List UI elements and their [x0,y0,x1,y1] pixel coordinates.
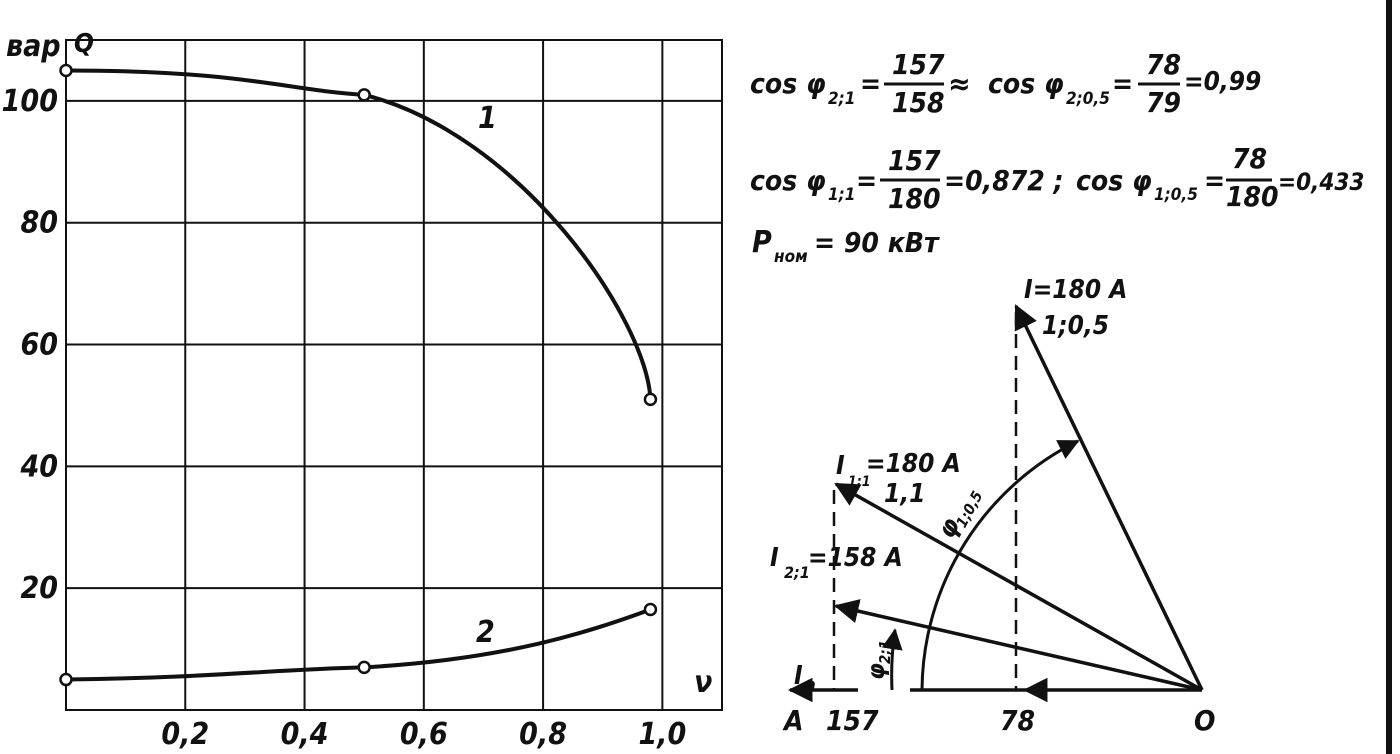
formula-2-lhs2-sub: 1;0,5 [1154,185,1198,205]
formula-2-den2: 180 [1226,180,1279,213]
formula-1-num2: 78 [1146,48,1181,81]
series-1-point [59,63,73,78]
label-phi-1: φ 1;0,5 [932,488,987,543]
formula-2-lhs-sub: 1;1 [828,185,855,205]
label-I-2-1-sub: 2;1 [784,563,810,582]
formula-2-num: 157 [888,144,941,177]
current-vector-diagram [787,304,1204,703]
formula-2-result2: =0,433 [1278,168,1364,196]
series-2-point [643,602,658,617]
formula-1-rel: ≈ [948,67,971,102]
label-phi-2: φ 2;1 [862,640,894,680]
svg-text:φ: φ [862,663,890,680]
formula-3-lhs: P [752,225,772,260]
formula-1-lhs2-sub: 2;0,5 [1066,89,1110,109]
vector-I-2-1 [834,599,1203,692]
formula-2-result: =0,872 ; [944,164,1064,197]
formula-2-lhs: cos φ [750,164,826,197]
y-tick-label: 60 [20,328,58,363]
angle-arc-phi-1 [920,439,1080,691]
label-I-1-1-sub: 1;1 [848,474,871,490]
label-I-1-1: I [836,451,845,481]
plot-frame [65,39,723,711]
formula-2-den: 180 [888,182,941,215]
y-tick-label: 100 [2,84,58,119]
x-tick-label: 1,0 [638,717,686,752]
svg-text:2;1: 2;1 [876,640,894,664]
x-tick-label: 0,4 [281,717,329,752]
x-tick-label: 0,2 [161,717,209,752]
x-axis-label: ν [694,665,712,700]
label-I-1-1-extra: 1,1 [884,479,925,509]
x-tick-label: 0,8 [519,717,567,752]
formula-1-lhs2: cos φ [988,67,1064,100]
label-I-180-top-sub: 1;0,5 [1042,311,1109,341]
curve-2-label: 2 [476,615,495,650]
label-O: O [1194,704,1215,737]
chart-tick-labels: 0,2 0,4 0,6 0,8 1,0 20 40 60 80 100 [2,84,687,752]
label-I-a-sub: a [806,675,816,694]
formula-3-rhs: = 90 кВт [814,226,940,259]
label-I-2-1-value: =158 A [808,543,903,573]
formula-rated-power: P ном = 90 кВт [752,225,940,267]
formula-1-den: 158 [892,86,945,119]
y-axis-label: Q [74,29,94,59]
y-tick-label: 80 [20,206,58,241]
formula-1-lhs: cos φ [750,67,826,100]
formula-cos-phi-1: cos φ 1;1 = 157 180 =0,872 ; cos φ 1;0,5… [750,142,1364,215]
vector-I-1-1 [834,482,1203,692]
vector-labels: I=180 A 1;0,5 I 1;1 =180 A 1,1 I 2;1 =15… [770,275,1215,737]
svg-text:=: = [1204,164,1225,197]
angle-arc-phi-2 [881,628,903,691]
label-I-a: I [794,661,803,691]
reactive-power-chart: 0,2 0,4 0,6 0,8 1,0 20 40 60 80 100 вар Q ν 1 2 [2,29,723,752]
curve-1-label: 1 [478,101,497,136]
series-1-line [65,68,653,400]
series-1-point [643,392,658,407]
chart-grid [65,39,723,711]
formula-2-lhs2: cos φ [1076,164,1152,197]
label-157: 157 [826,704,879,737]
series-2-point [59,672,73,687]
formula-cos-phi-2: cos φ 2;1 = 157 158 ≈ cos φ 2;0,5 = 78 7… [750,48,1261,119]
label-I-180-top: I=180 A [1024,275,1127,305]
page-edge-border [1386,0,1392,754]
x-tick-label: 0,6 [400,717,448,752]
y-tick-label: 40 [19,449,58,484]
y-tick-label: 20 [20,571,58,606]
formula-1-result: =0,99 [1184,67,1261,97]
svg-text:=: = [1112,67,1133,100]
formula-1-den2: 79 [1146,86,1181,119]
formula-1-num: 157 [892,48,945,81]
label-A: A [782,704,804,737]
label-I-1-1-value: =180 A [866,449,961,479]
formula-3-lhs-sub: ном [774,247,808,267]
vector-I-1-0.5 [1014,304,1204,691]
svg-text:=: = [860,67,881,100]
series-1-point [357,88,371,102]
formula-1-lhs-sub: 2;1 [828,89,855,109]
formula-2-num2: 78 [1232,142,1267,175]
series-2-point [357,660,371,675]
y-unit-label: вар [6,29,61,64]
label-78: 78 [1000,704,1035,737]
svg-text:1;0,5: 1;0,5 [952,488,986,531]
chart-curves [59,63,658,687]
svg-text:=: = [856,164,877,197]
label-I-2-1: I [770,543,779,573]
